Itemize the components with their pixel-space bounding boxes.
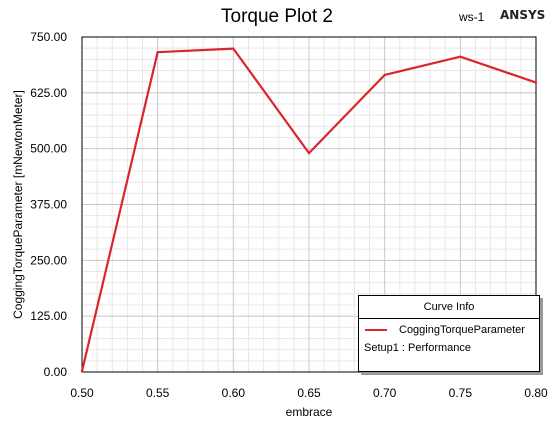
legend-subtitle: Setup1 : Performance <box>364 342 472 354</box>
y-tick-label: 625.00 <box>30 86 67 100</box>
data-point[interactable] <box>534 81 538 84</box>
x-axis-label: embrace <box>286 405 333 419</box>
legend-line-swatch <box>365 329 387 332</box>
design-label: ws-1 <box>459 10 485 24</box>
brand-logo-text: ANSYS <box>500 8 546 22</box>
x-tick-label: 0.50 <box>70 386 94 400</box>
series-group <box>80 47 538 373</box>
legend-entry: CoggingTorqueParameter <box>365 324 525 336</box>
y-tick-label: 750.00 <box>30 30 67 44</box>
y-tick-label: 375.00 <box>30 198 67 212</box>
x-tick-labels: 0.50 0.55 0.60 0.65 0.70 0.75 0.80 <box>70 386 548 400</box>
data-point[interactable] <box>80 369 84 373</box>
legend-title: Curve Info <box>359 296 539 319</box>
x-tick-label: 0.75 <box>449 386 473 400</box>
x-tick-label: 0.65 <box>297 386 321 400</box>
y-tick-label: 250.00 <box>30 253 67 267</box>
x-tick-label: 0.55 <box>146 386 170 400</box>
y-tick-labels: 0.00 125.00 250.00 375.00 500.00 625.00 750.00 <box>30 30 67 379</box>
data-point[interactable] <box>156 50 159 54</box>
data-point[interactable] <box>459 55 462 58</box>
y-tick-label: 125.00 <box>30 309 67 323</box>
legend-box[interactable]: Curve Info CoggingTorqueParameter Setup1… <box>358 295 540 372</box>
data-point[interactable] <box>383 73 386 77</box>
x-tick-label: 0.80 <box>524 386 548 400</box>
legend-series-name: CoggingTorqueParameter <box>399 324 525 336</box>
y-tick-label: 500.00 <box>30 142 67 156</box>
y-axis-label: CoggingTorqueParameter [mNewtonMeter] <box>11 90 25 319</box>
plot-area <box>81 36 537 373</box>
chart-title: Torque Plot 2 <box>221 6 333 27</box>
data-point[interactable] <box>232 47 235 50</box>
y-tick-label: 0.00 <box>44 365 68 379</box>
x-tick-label: 0.60 <box>222 386 246 400</box>
data-point[interactable] <box>307 151 311 155</box>
x-tick-label: 0.70 <box>373 386 397 400</box>
